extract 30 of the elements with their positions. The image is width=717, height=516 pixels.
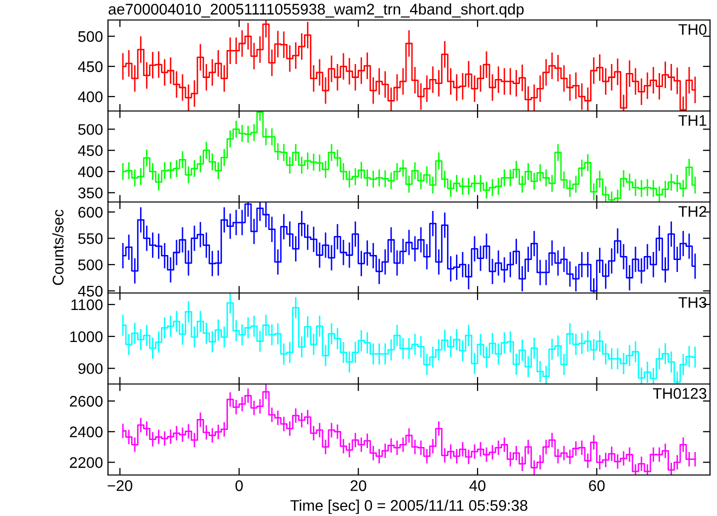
- x-tick-label: 40: [469, 480, 486, 492]
- y-axis-title: Counts/sec: [52, 210, 64, 285]
- y-tick-label: 550: [78, 233, 103, 244]
- x-tick-label: 60: [589, 480, 605, 492]
- series-label: TH2: [678, 206, 706, 217]
- x-axis-title: Time [sec] 0 = 2005/11/11 05:59:38: [290, 500, 528, 514]
- y-tick-label: 350: [78, 188, 103, 198]
- y-tick-label: 2600: [70, 396, 103, 407]
- x-tick-label: 20: [350, 480, 366, 492]
- y-tick-label: 450: [78, 61, 103, 72]
- chart-title: ae700004010_20051111055938_wam2_trn_4band_short.qdp: [108, 3, 524, 18]
- y-tick-label: 1100: [71, 299, 103, 310]
- x-tick-label: 0: [235, 480, 243, 492]
- y-tick-label: 400: [78, 166, 103, 178]
- y-tick-label: 2200: [70, 457, 103, 468]
- y-tick-label: 1000: [70, 331, 103, 342]
- y-tick-label: 450: [78, 145, 103, 156]
- y-tick-label: 600: [78, 206, 103, 218]
- y-tick-label: 500: [78, 31, 103, 42]
- y-tick-label: 900: [78, 363, 103, 374]
- text: TH3: [678, 297, 706, 308]
- y-tick-label: 500: [78, 259, 103, 270]
- y-tick-label: 450: [78, 286, 103, 297]
- x-tick-label: −20: [108, 480, 132, 492]
- y-tick-label: 400: [78, 91, 103, 102]
- text: TH0123: [652, 388, 706, 399]
- y-tick-label: 500: [78, 124, 103, 135]
- text: TH0: [678, 24, 706, 35]
- y-tick-label: 2400: [70, 426, 103, 438]
- text: TH1: [678, 115, 706, 126]
